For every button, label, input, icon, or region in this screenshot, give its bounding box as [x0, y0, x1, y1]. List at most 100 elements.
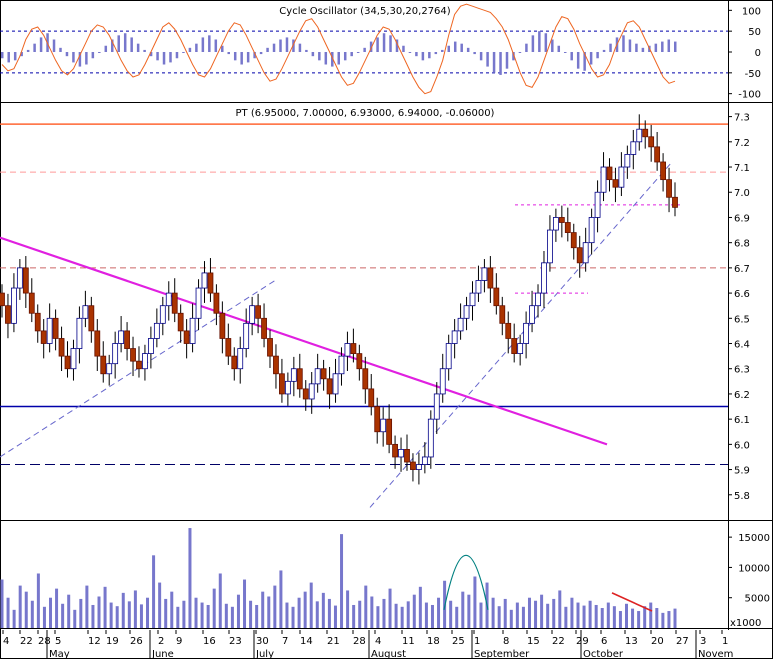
candle-body: [296, 368, 303, 390]
price-tick-label-4: 6.9: [734, 213, 750, 224]
candle-body: [314, 368, 321, 385]
volume-bar: [370, 596, 374, 628]
candle-body: [672, 196, 678, 208]
volume-bar: [618, 611, 622, 628]
volume-bar: [127, 601, 131, 628]
candle-body: [570, 232, 577, 249]
volume-bar: [79, 598, 83, 628]
osc-histogram-bar: [324, 52, 328, 65]
volume-bar: [61, 603, 65, 628]
date-tick-label-16: 4: [375, 636, 381, 647]
candle-body: [410, 461, 416, 470]
candle-body: [624, 154, 631, 168]
osc-histogram-bar: [227, 52, 230, 55]
volume-bar: [612, 606, 616, 628]
candle-body: [630, 141, 637, 155]
price-tick-label-7: 6.6: [734, 289, 750, 300]
volume-bar: [479, 602, 483, 628]
candle-body: [320, 368, 327, 380]
osc-histogram-bar: [389, 35, 392, 52]
osc-histogram-bar: [285, 37, 289, 52]
osc-histogram-bar: [453, 41, 457, 52]
volume-bar: [546, 603, 550, 628]
volume-bar: [297, 597, 301, 628]
date-tick-label-5: 19: [106, 636, 119, 647]
candle-body: [58, 338, 65, 357]
volume-bar: [36, 573, 40, 628]
price-tick-label-2: 7.1: [734, 163, 750, 174]
candle-body: [600, 166, 607, 193]
volume-bar: [534, 600, 538, 628]
volume-bar: [327, 598, 331, 628]
volume-bar: [164, 598, 168, 628]
volume-bar: [67, 594, 71, 628]
volume-bar: [643, 606, 647, 628]
date-tick-label-25: 6: [601, 636, 607, 647]
candle-body: [552, 217, 559, 231]
candle-body: [70, 348, 77, 370]
volume-bar: [109, 602, 113, 628]
volume-bar: [218, 573, 222, 628]
candle-body: [5, 305, 11, 324]
candle-body: [308, 383, 315, 400]
date-tick-label-17: 11: [402, 636, 415, 647]
osc-histogram-bar: [525, 43, 528, 52]
price-tick-label-15: 5.8: [734, 491, 750, 502]
candle-body: [594, 191, 601, 218]
volume-bar: [661, 612, 665, 628]
candle-body: [576, 247, 583, 264]
osc-histogram-bar: [538, 31, 541, 52]
price-tick-label-12: 6.1: [734, 415, 750, 426]
osc-histogram-bar: [479, 52, 483, 61]
date-tick-label-1: 22: [20, 636, 33, 647]
date-tick-label-14: 21: [327, 636, 340, 647]
price-tick-label-8: 6.5: [734, 314, 750, 325]
osc-histogram-bar: [59, 47, 62, 52]
osc-histogram-bar: [259, 52, 263, 55]
osc-histogram-bar: [13, 52, 17, 61]
candle-body: [612, 179, 619, 188]
candle-body: [273, 355, 279, 375]
volume-bar: [309, 582, 313, 628]
candle-body: [547, 229, 553, 264]
volume-bar: [249, 600, 253, 628]
volume-bar: [576, 602, 580, 628]
date-tick-label-27: 20: [651, 636, 664, 647]
osc-histogram-bar: [298, 43, 302, 52]
candle-body: [124, 330, 130, 349]
date-tick-label-20: 1: [474, 636, 480, 647]
month-label-0: May: [49, 649, 70, 659]
candle-body: [439, 368, 446, 395]
volume-trend-line: [611, 592, 653, 612]
osc-histogram-bar: [65, 52, 69, 57]
price-title: PT (6.95000, 7.00000, 6.93000, 6.94000, …: [236, 108, 495, 119]
candle-body: [541, 262, 547, 294]
volume-bar: [30, 600, 34, 628]
osc-histogram-bar: [460, 43, 463, 52]
volume-bar: [212, 588, 216, 628]
osc-histogram-bar: [343, 52, 347, 61]
candle-body: [40, 330, 47, 344]
vol-tick-label-2: 5000: [745, 594, 770, 605]
date-tick-label-22: 15: [527, 636, 540, 647]
date-tick-label-8: 9: [176, 636, 182, 647]
price-tick-label-3: 7.0: [734, 188, 750, 199]
candle-body: [356, 353, 363, 370]
candle-body: [368, 388, 375, 407]
osc-histogram-bar: [104, 45, 108, 52]
date-tick-label-12: 7: [282, 636, 288, 647]
candle-body: [231, 355, 238, 370]
osc-histogram-bar: [667, 39, 671, 52]
candle-body: [523, 322, 530, 344]
candle-body: [392, 443, 398, 458]
osc-histogram-bar: [512, 52, 515, 61]
volume-bar: [273, 585, 277, 628]
candle-body: [159, 305, 166, 324]
volume-bar: [194, 597, 198, 628]
osc-histogram-bar: [311, 52, 315, 57]
volume-bar: [133, 590, 137, 628]
volume-bar: [655, 608, 659, 628]
candle-body: [130, 348, 136, 362]
